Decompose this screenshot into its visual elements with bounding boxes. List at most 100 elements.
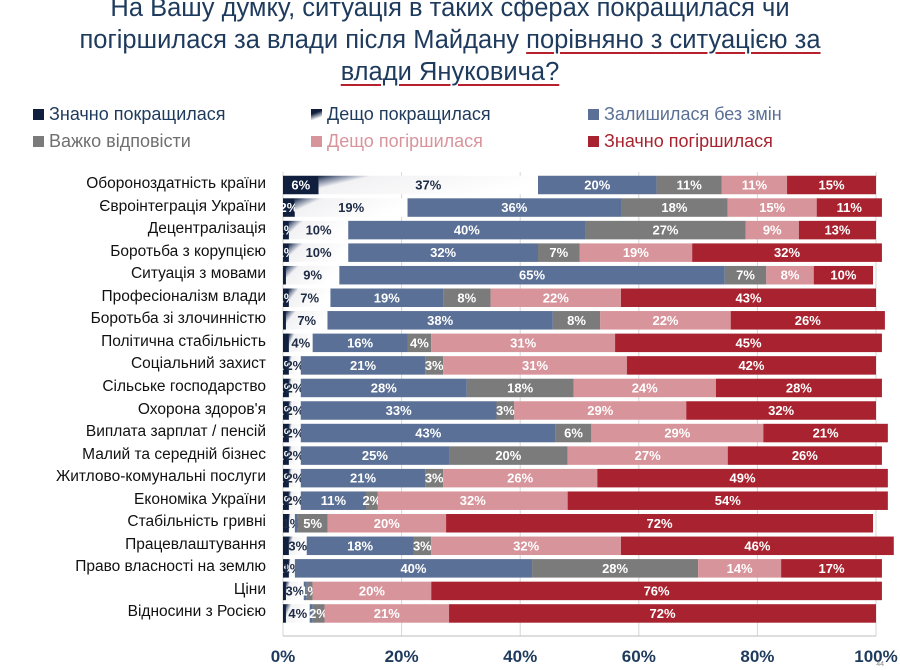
category-label: Ситуація з мовами: [130, 265, 266, 283]
data-label: 10%: [306, 245, 332, 260]
data-label: 10%: [830, 268, 856, 283]
bar-segment: [597, 468, 888, 488]
bar-segment: [425, 468, 444, 488]
data-label: 19%: [338, 200, 364, 215]
bar-segment: [283, 581, 286, 601]
legend-swatch: [311, 109, 322, 120]
bar-segment: [327, 311, 553, 330]
bar-segment: [532, 559, 699, 578]
bar-segment: [692, 243, 882, 262]
bar-segment: [615, 333, 882, 353]
data-label: 36%: [501, 200, 527, 215]
data-label: 11%: [742, 178, 768, 193]
data-label: 4%: [410, 335, 429, 350]
data-label: 26%: [792, 448, 818, 463]
data-label: 27%: [635, 448, 661, 463]
bar-segment: [339, 265, 725, 285]
bar-segment: [283, 536, 289, 556]
bar-segment: [283, 198, 295, 217]
legend-swatch: [311, 136, 322, 147]
data-label: 11%: [677, 178, 703, 193]
bar-segment: [283, 220, 289, 240]
data-label: 2%: [285, 448, 304, 463]
data-label: 2%: [285, 403, 304, 418]
data-label: 72%: [647, 516, 673, 531]
category-label: Соціальний захист: [130, 355, 266, 373]
legend-swatch: [33, 136, 44, 147]
data-label: 18%: [661, 200, 687, 215]
data-label: 32%: [513, 538, 539, 553]
category-label: Малий та середній бізнес: [82, 445, 266, 463]
bar-segment: [312, 333, 408, 353]
bar-segment: [324, 604, 450, 623]
bar-segment: [431, 536, 622, 556]
data-label: 17%: [819, 561, 845, 576]
bar-segment: [283, 604, 286, 623]
data-label: 29%: [664, 426, 690, 441]
bar-segment: [288, 514, 295, 533]
bar-segment: [312, 604, 325, 623]
legend-label: Дещо покращилася: [327, 104, 491, 124]
bar-segment: [285, 581, 304, 601]
bar-segment: [413, 536, 432, 556]
data-label: 6%: [564, 426, 583, 441]
bar-segment: [787, 175, 876, 195]
category-label: Охорона здоров'я: [137, 400, 266, 418]
bar-segment: [348, 220, 586, 240]
bar-segment: [816, 198, 882, 217]
bar-segment: [591, 423, 764, 443]
bar-segment: [288, 401, 301, 420]
bar-segment: [283, 311, 286, 330]
category-label: Працевлаштування: [125, 535, 266, 553]
bar-segment: [300, 468, 426, 488]
data-label: 14%: [727, 561, 753, 576]
bar-segment: [283, 401, 289, 420]
data-label: 8%: [567, 313, 586, 328]
legend-item: Важко відповісти: [33, 131, 191, 152]
data-label: 11%: [837, 200, 863, 215]
bar-segment: [285, 265, 340, 285]
data-label: 22%: [652, 313, 678, 328]
data-label: 8%: [781, 268, 800, 283]
bar-segment: [288, 446, 301, 465]
data-label: 8%: [457, 290, 476, 305]
bar-segment: [698, 559, 782, 578]
bar-segment: [294, 514, 298, 533]
data-label: 19%: [374, 290, 400, 305]
legend-swatch: [588, 109, 599, 120]
data-label: 20%: [584, 178, 610, 193]
bar-segment: [567, 446, 728, 465]
data-label: 3%: [285, 583, 304, 598]
bar-segment: [466, 378, 574, 398]
category-label: Професіоналізм влади: [101, 287, 266, 305]
bar-segment: [306, 581, 313, 601]
category-label: Відносини з Росією: [127, 603, 266, 621]
bar-segment: [306, 536, 414, 556]
category-label: Житлово-комунальні послуги: [55, 468, 266, 486]
bar-segment: [283, 446, 289, 465]
bar-segment: [283, 491, 289, 510]
bar-segment: [300, 378, 467, 398]
category-label: Ціни: [233, 580, 266, 598]
bar-segment: [327, 514, 447, 533]
data-label: 32%: [774, 245, 800, 260]
data-label: 6%: [291, 178, 310, 193]
data-label: 7%: [736, 268, 755, 283]
data-label: 27%: [652, 223, 678, 238]
data-label: 28%: [371, 380, 397, 395]
data-label: 4%: [291, 335, 310, 350]
data-label: 7%: [549, 245, 568, 260]
bar-segment: [348, 243, 538, 262]
legend: Значно покращилася Дещо покращилася Залиши…: [0, 100, 900, 158]
bar-segment: [288, 491, 301, 510]
bar-segment: [377, 491, 568, 510]
x-tick-label: 40%: [503, 647, 537, 666]
bar-segment: [425, 356, 444, 375]
bar-segment: [621, 288, 876, 307]
bar-segment: [288, 220, 349, 240]
data-label: 18%: [347, 538, 373, 553]
data-label: 31%: [522, 358, 548, 373]
title-line-3: влади Януковича?: [0, 57, 900, 88]
bar-segment: [496, 401, 515, 420]
